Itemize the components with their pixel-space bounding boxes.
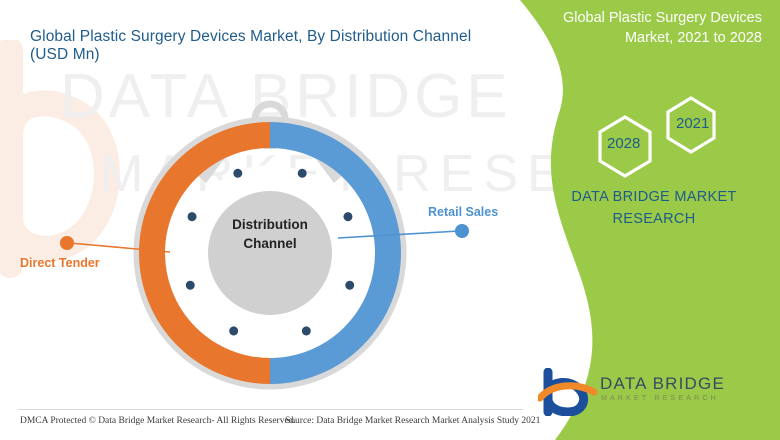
legend-label-direct-tender: Direct Tender xyxy=(20,256,100,270)
hexagon-group: 2021 2028 xyxy=(528,80,780,180)
panel-title-line-1: Global Plastic Surgery Devices xyxy=(562,10,762,26)
dbmr-logo: DATA BRIDGE MARKET RESEARCH xyxy=(536,367,780,420)
panel-title: Global Plastic Surgery Devices Market, 2… xyxy=(547,8,762,48)
dbmr-logo-mark-icon xyxy=(536,367,598,417)
footer-copyright: DMCA Protected © Data Bridge Market Rese… xyxy=(20,416,296,426)
stopwatch-donut-graphic xyxy=(133,100,407,390)
hexagon-label-2028: 2028 xyxy=(607,135,641,152)
hexagon-shapes-icon xyxy=(598,96,716,178)
panel-title-line-2: Market, 2021 to 2028 xyxy=(624,30,762,46)
dbmr-logo-text: DATA BRIDGE xyxy=(600,374,725,393)
panel-brand-line-1: DATA BRIDGE MARKET xyxy=(571,189,737,205)
donut-chart: Distribution Channel xyxy=(120,95,420,395)
panel-brand-text: DATA BRIDGE MARKET RESEARCH xyxy=(528,186,780,230)
footer-divider xyxy=(18,409,523,410)
hexagon-label-2021: 2021 xyxy=(676,115,710,132)
dbmr-logo-subtext: MARKET RESEARCH xyxy=(601,395,719,402)
page-title: Global Plastic Surgery Devices Market, B… xyxy=(30,28,472,63)
green-panel-content: Global Plastic Surgery Devices Market, 2… xyxy=(528,0,780,440)
panel-brand-line-2: RESEARCH xyxy=(612,211,696,227)
legend-label-retail-sales: Retail Sales xyxy=(428,205,499,219)
footer-source: Source: Data Bridge Market Research Mark… xyxy=(285,416,541,426)
